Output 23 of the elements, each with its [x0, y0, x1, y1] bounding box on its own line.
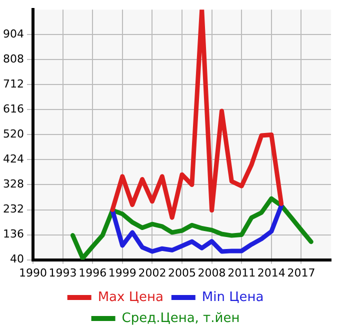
legend-label: Min Цена — [202, 290, 264, 305]
legend-label: Сред.Цена, т.йен — [122, 310, 240, 326]
x-tick-label: 2014 — [257, 266, 286, 280]
y-tick-label: 520 — [2, 128, 24, 141]
legend-label: Max Цена — [98, 290, 164, 305]
x-tick-label: 1990 — [18, 266, 47, 280]
y-tick-label: 808 — [2, 52, 24, 66]
x-tick-label: 2002 — [138, 266, 166, 280]
y-tick-label: 904 — [2, 27, 24, 40]
x-tick-label: 2017 — [287, 266, 316, 280]
y-tick-label: 616 — [2, 102, 24, 116]
y-tick-label: 232 — [2, 202, 24, 216]
x-tick-label: 1996 — [78, 266, 107, 280]
y-tick-label: 328 — [2, 178, 24, 191]
y-tick-label: 424 — [2, 152, 24, 166]
y-tick-label: 40 — [10, 252, 24, 266]
x-tick-label: 1993 — [48, 266, 77, 280]
x-tick-label: 2005 — [168, 266, 196, 280]
y-tick-label: 712 — [2, 78, 24, 91]
x-tick-label: 1999 — [108, 266, 136, 280]
y-tick-label: 136 — [2, 228, 24, 241]
x-tick-label: 2008 — [198, 266, 226, 280]
x-tick-label: 2011 — [228, 266, 256, 280]
